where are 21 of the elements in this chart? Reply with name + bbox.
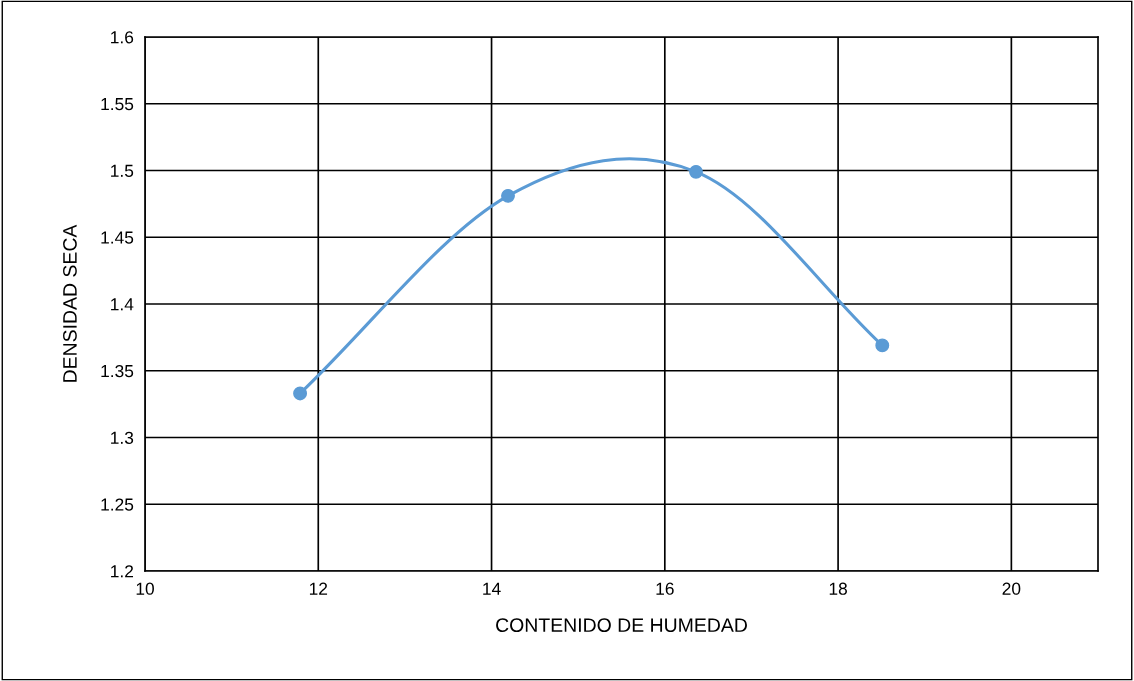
point (501, 188, 515, 203)
y-tick-label: 1.35 (101, 364, 134, 378)
x-tick-label: 20 (1002, 582, 1021, 595)
point (293, 386, 308, 401)
y-tick-label: 1.5 (111, 164, 134, 177)
y-tick-label: 1.55 (101, 98, 134, 111)
x-axis-title: CONTENIDO DE HUMEDAD (496, 618, 747, 633)
y-tick-label: 1.4 (111, 298, 134, 311)
y-tick-label: 1.3 (111, 431, 134, 444)
y-axis-title: DENSIDAD SECA (63, 224, 77, 382)
y-tick-label: 1.45 (101, 231, 134, 244)
y-tick-label: 1.6 (111, 31, 134, 44)
x-tick-label: 14 (483, 582, 501, 595)
x-tick-label: 18 (829, 582, 847, 595)
point (875, 338, 890, 353)
y-tick-label: 1.2 (111, 565, 134, 578)
x-tick-label: 16 (656, 582, 674, 595)
x-tick-label: 12 (309, 582, 328, 595)
y-tick-label: 1.25 (101, 498, 134, 511)
x-tick-label: 10 (136, 582, 154, 595)
point (689, 164, 703, 179)
